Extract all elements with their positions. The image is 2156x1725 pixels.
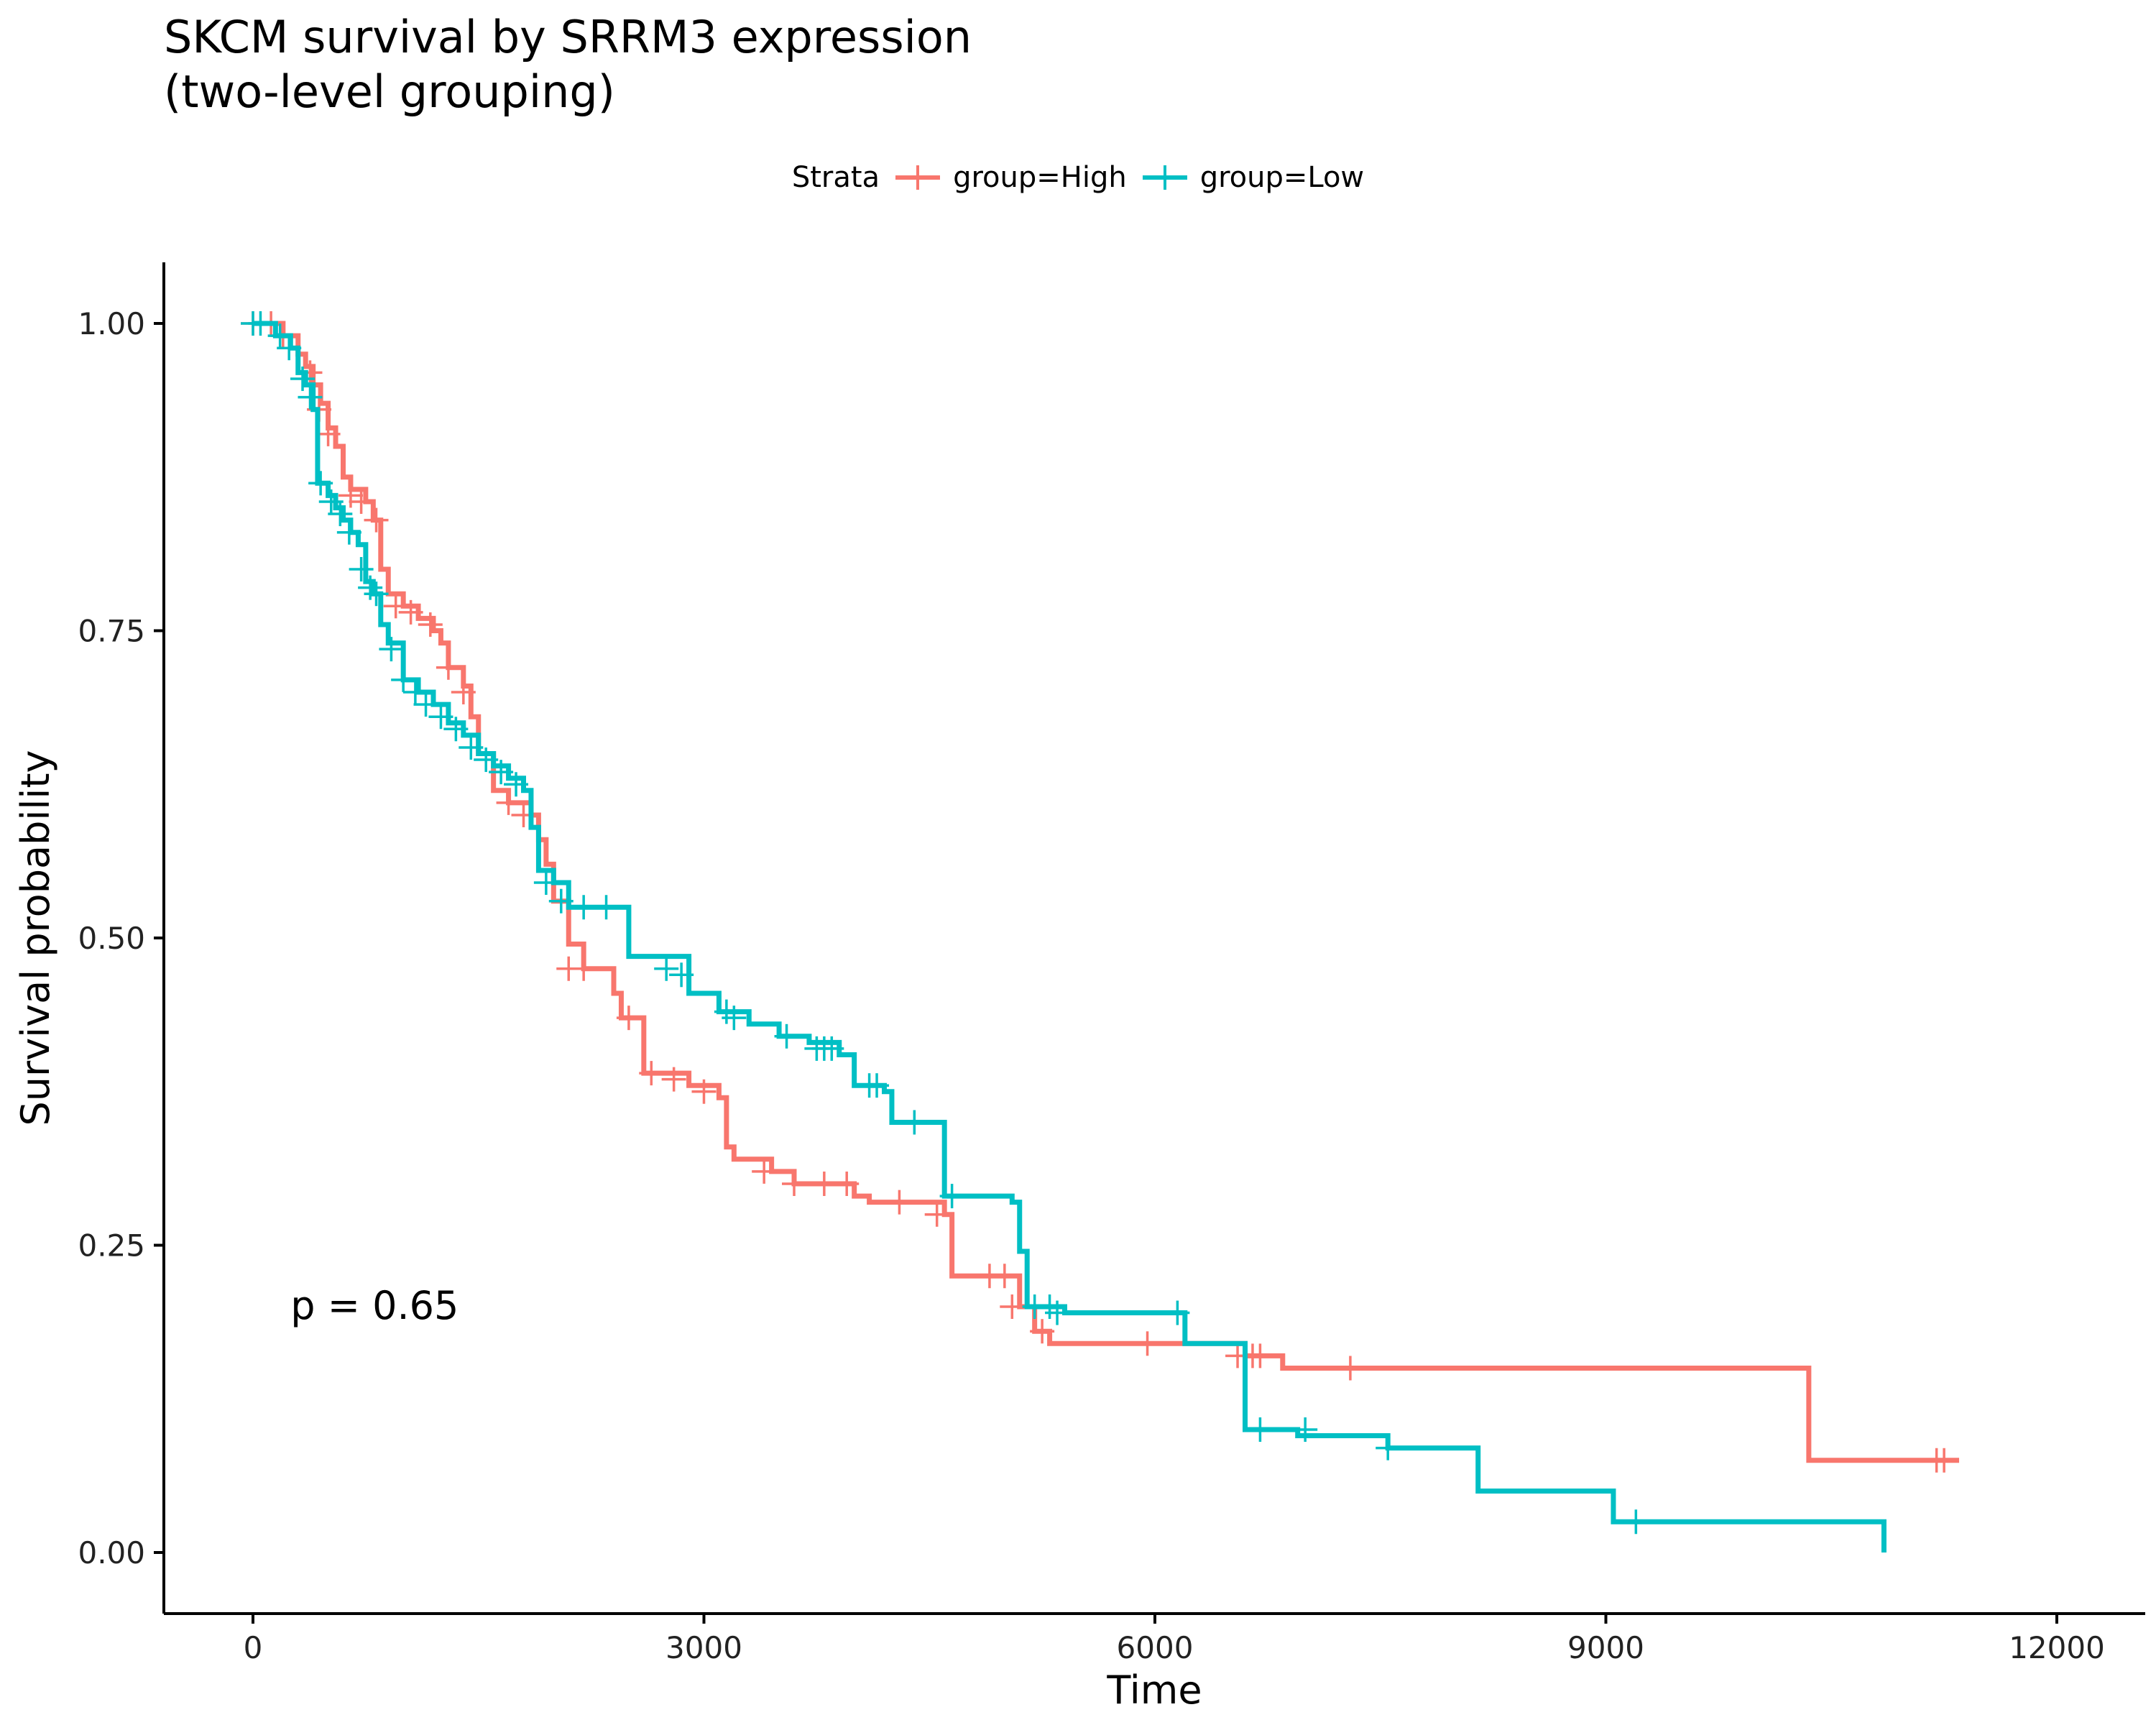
legend-key-high bbox=[893, 160, 943, 196]
legend-label-high: group=High bbox=[953, 161, 1127, 194]
y-tick-label: 0.75 bbox=[78, 614, 145, 649]
y-tick-label: 0.00 bbox=[78, 1535, 145, 1570]
x-tick-label: 6000 bbox=[1117, 1630, 1194, 1665]
legend-item-low: group=Low bbox=[1140, 160, 1364, 196]
legend-key-low bbox=[1140, 160, 1190, 196]
y-tick-label: 0.25 bbox=[78, 1228, 145, 1264]
p-value-annotation: p = 0.65 bbox=[290, 1283, 459, 1328]
x-tick-label: 3000 bbox=[665, 1630, 742, 1665]
legend-label-low: group=Low bbox=[1199, 161, 1365, 194]
chart-title: SKCM survival by SRRM3 expression (two-l… bbox=[164, 10, 972, 119]
chart-title-line1: SKCM survival by SRRM3 expression bbox=[164, 11, 972, 63]
x-tick-label: 12000 bbox=[2009, 1630, 2105, 1665]
y-tick-label: 1.00 bbox=[78, 306, 145, 341]
survival-curve-low bbox=[253, 321, 1886, 1552]
legend-title: Strata bbox=[791, 161, 880, 194]
x-tick-label: 9000 bbox=[1567, 1630, 1644, 1665]
legend-item-high: group=High bbox=[893, 160, 1127, 196]
y-axis-label: Survival probability bbox=[13, 750, 58, 1126]
chart-title-line2: (two-level grouping) bbox=[164, 65, 615, 118]
survival-curve-high bbox=[253, 321, 1960, 1463]
x-axis-label: Time bbox=[1106, 1668, 1202, 1713]
legend: Strata group=High group=Low bbox=[0, 160, 2156, 196]
y-tick-label: 0.50 bbox=[78, 921, 145, 956]
x-tick-label: 0 bbox=[244, 1630, 263, 1665]
